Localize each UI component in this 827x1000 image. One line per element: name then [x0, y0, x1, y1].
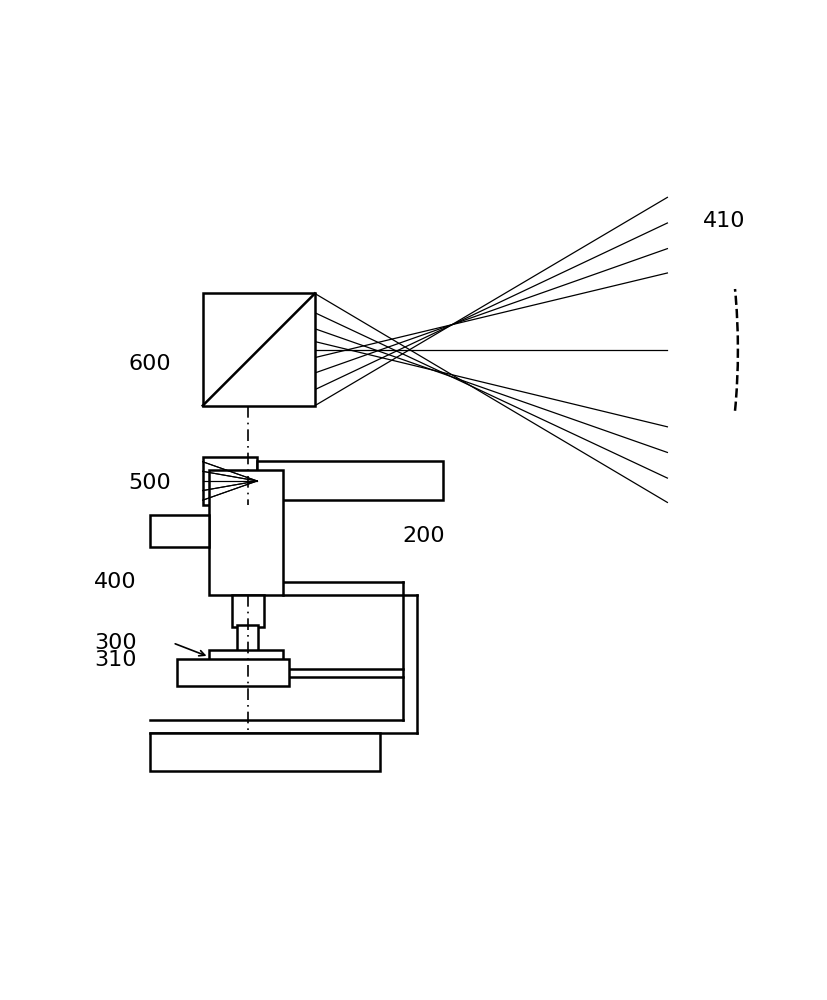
Text: 410: 410	[703, 211, 745, 231]
Text: 300: 300	[94, 633, 136, 653]
Bar	[209, 470, 283, 595]
Bar	[150, 515, 209, 547]
Bar	[209, 650, 283, 662]
Text: 600: 600	[128, 354, 170, 374]
Text: 310: 310	[94, 650, 136, 670]
Text: 200: 200	[403, 526, 445, 546]
Text: 400: 400	[94, 572, 136, 592]
Bar	[150, 733, 380, 771]
Bar	[203, 293, 315, 406]
Bar	[257, 461, 443, 500]
Text: 500: 500	[128, 473, 170, 493]
Bar	[203, 457, 257, 505]
Bar	[237, 625, 258, 652]
Bar	[177, 659, 289, 686]
Bar	[232, 595, 264, 627]
